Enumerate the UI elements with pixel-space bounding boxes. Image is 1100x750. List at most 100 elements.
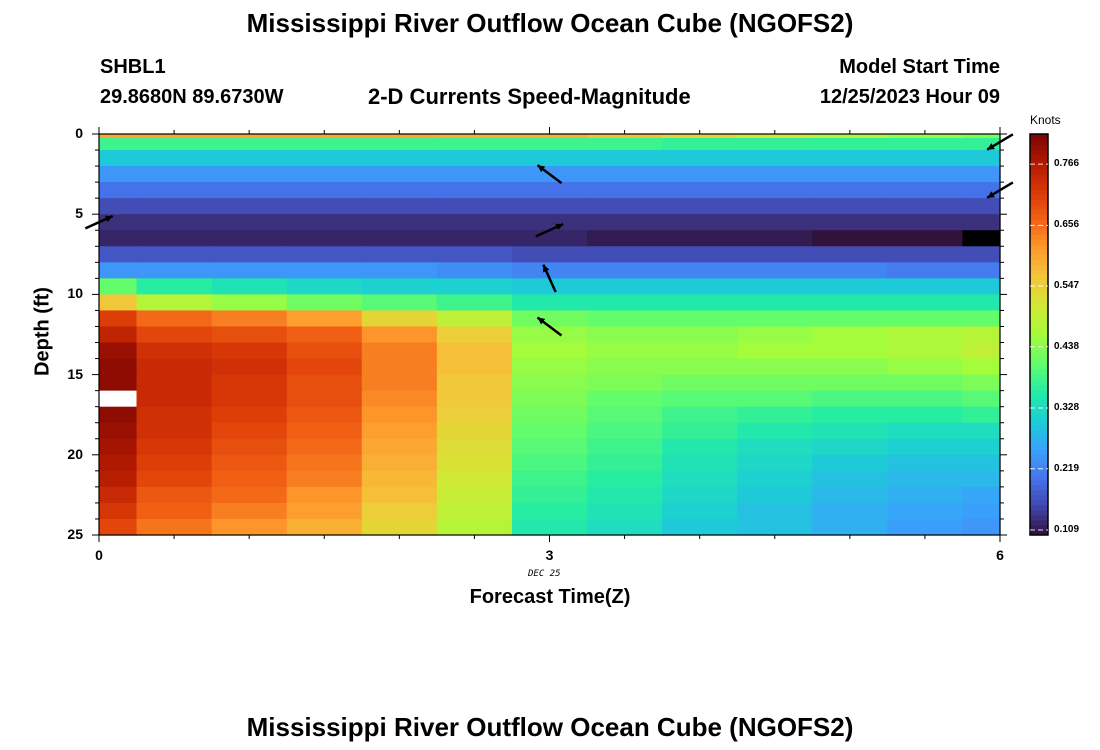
heatmap-cell <box>587 262 663 279</box>
heatmap-cell <box>662 374 738 392</box>
heatmap-cell <box>361 138 438 151</box>
colorbar-band <box>1030 419 1048 426</box>
heatmap-cell <box>99 150 138 167</box>
heatmap-cell <box>737 454 813 472</box>
heatmap-cell <box>962 166 1001 183</box>
heatmap-cell <box>587 502 663 520</box>
heatmap-cell <box>99 310 138 328</box>
heatmap-cell <box>286 138 363 151</box>
colorbar-band <box>1030 154 1048 160</box>
colorbar <box>1029 133 1049 536</box>
heatmap-cell <box>737 198 813 215</box>
heatmap-cell <box>211 374 288 392</box>
heatmap-cell <box>962 342 1001 360</box>
heatmap-cell <box>436 230 513 247</box>
heatmap-cell <box>136 454 213 472</box>
heatmap-cell <box>211 422 288 440</box>
heatmap-cell <box>662 182 738 199</box>
heatmap-cell <box>587 342 663 360</box>
heatmap-cell <box>361 342 438 360</box>
colorbar-band <box>1030 439 1048 446</box>
heatmap-cell <box>887 438 964 456</box>
heatmap-cell <box>962 230 1001 247</box>
colorbar-frame <box>1029 133 1049 536</box>
heatmap-cell <box>511 134 588 139</box>
heatmap-cell <box>286 278 363 295</box>
heatmap-cell <box>587 230 663 247</box>
heatmap-cell <box>511 374 588 392</box>
heatmap-cell <box>887 166 964 183</box>
heatmap-cell <box>737 326 813 344</box>
colorbar-band <box>1030 349 1048 356</box>
heatmap-cell <box>361 246 438 263</box>
date-annotation: DEC 25 <box>528 569 561 579</box>
current-vector-head <box>543 264 550 273</box>
heatmap-cell <box>136 278 213 295</box>
colorbar-band <box>1030 394 1048 401</box>
colorbar-band <box>1030 204 1048 210</box>
y-tick-label: 20 <box>67 445 83 462</box>
colorbar-band <box>1030 379 1048 386</box>
heatmap-cell <box>737 358 813 376</box>
heatmap-cell <box>286 230 363 247</box>
heatmap-cell <box>211 454 288 472</box>
current-vectors <box>84 133 1014 337</box>
heatmap-cell <box>286 310 363 328</box>
heatmap-cell <box>136 150 213 167</box>
model-start-value: 12/25/2023 Hour 09 <box>819 86 1000 108</box>
heatmap-cell <box>211 390 288 408</box>
heatmap-cell <box>136 138 213 151</box>
heatmap-cell <box>887 454 964 472</box>
heatmap-cell <box>99 422 138 440</box>
heatmap-cell <box>962 518 1001 536</box>
x-axis-title: Forecast Time(Z) <box>469 586 631 608</box>
colorbar-unit: Knots <box>1030 113 1061 127</box>
heatmap-cell <box>436 138 513 151</box>
heatmap-cell <box>737 390 813 408</box>
heatmap-cells <box>99 134 1001 536</box>
heatmap-cell <box>662 326 738 344</box>
colorbar-band <box>1030 409 1048 416</box>
colorbar-band <box>1030 449 1048 456</box>
heatmap-cell <box>887 486 964 504</box>
page-title-repeat: Mississippi River Outflow Ocean Cube (NG… <box>246 712 854 742</box>
heatmap-cell <box>436 198 513 215</box>
heatmap-cell <box>587 214 663 231</box>
heatmap-cell <box>361 470 438 488</box>
heatmap-cell <box>511 454 588 472</box>
heatmap-cell <box>587 138 663 151</box>
heatmap-cell <box>887 278 964 295</box>
heatmap-cell <box>436 518 513 536</box>
heatmap-cell <box>99 358 138 376</box>
heatmap-cell <box>511 310 588 328</box>
heatmap-cell <box>887 502 964 520</box>
heatmap-cell <box>737 342 813 360</box>
heatmap-cell <box>436 182 513 199</box>
heatmap-cell <box>887 214 964 231</box>
heatmap-cell <box>962 470 1001 488</box>
heatmap-cell <box>662 134 738 139</box>
heatmap-cell <box>812 454 888 472</box>
current-vector-head <box>987 191 995 198</box>
heatmap-cell <box>662 470 738 488</box>
heatmap-cell <box>511 502 588 520</box>
heatmap-cell <box>511 262 588 279</box>
heatmap-cell <box>662 294 738 312</box>
heatmap-cell <box>812 246 888 263</box>
heatmap-cell <box>286 262 363 279</box>
heatmap-cell <box>887 182 964 199</box>
heatmap-cell <box>587 182 663 199</box>
colorbar-band <box>1030 344 1048 351</box>
heatmap-cell <box>436 278 513 295</box>
heatmap-cell <box>887 326 964 344</box>
heatmap-cell <box>812 422 888 440</box>
colorbar-band <box>1030 434 1048 441</box>
heatmap-cell <box>662 518 738 536</box>
heatmap-cell <box>361 438 438 456</box>
colorbar-band <box>1030 139 1048 145</box>
heatmap-cell <box>962 358 1001 376</box>
heatmap-cell <box>812 406 888 424</box>
heatmap-cell <box>962 150 1001 167</box>
colorbar-band <box>1030 249 1048 255</box>
